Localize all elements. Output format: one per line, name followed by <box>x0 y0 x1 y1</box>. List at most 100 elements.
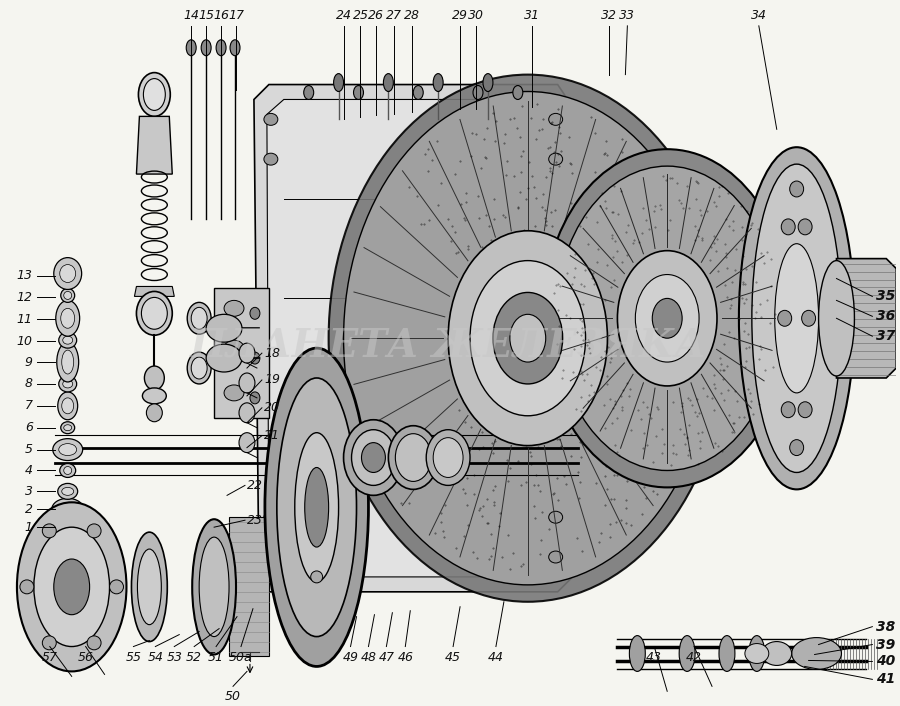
Ellipse shape <box>239 343 255 363</box>
Ellipse shape <box>778 311 792 326</box>
Ellipse shape <box>60 421 75 433</box>
Text: 50: 50 <box>225 690 241 703</box>
Ellipse shape <box>62 398 74 414</box>
Text: 23: 23 <box>247 514 263 527</box>
Text: 50a: 50a <box>230 650 253 664</box>
Text: 55: 55 <box>125 650 141 664</box>
Ellipse shape <box>138 549 161 625</box>
Ellipse shape <box>143 78 166 110</box>
Ellipse shape <box>328 75 727 602</box>
Text: 19: 19 <box>264 373 280 386</box>
Ellipse shape <box>303 85 314 100</box>
Ellipse shape <box>199 537 229 637</box>
Text: 14: 14 <box>184 9 199 22</box>
Ellipse shape <box>781 219 796 235</box>
Polygon shape <box>254 85 572 592</box>
Text: 45: 45 <box>446 650 461 664</box>
Ellipse shape <box>58 443 76 455</box>
Text: 56: 56 <box>77 650 94 664</box>
Ellipse shape <box>52 498 84 520</box>
Ellipse shape <box>549 511 562 523</box>
Ellipse shape <box>635 275 699 362</box>
Ellipse shape <box>58 392 77 420</box>
Ellipse shape <box>549 114 562 126</box>
Ellipse shape <box>354 85 364 100</box>
Ellipse shape <box>473 85 483 100</box>
Ellipse shape <box>389 426 438 489</box>
Ellipse shape <box>239 373 255 393</box>
Ellipse shape <box>187 302 212 334</box>
Ellipse shape <box>433 73 443 92</box>
Ellipse shape <box>54 258 82 289</box>
Ellipse shape <box>186 40 196 56</box>
Ellipse shape <box>64 425 72 431</box>
Ellipse shape <box>798 219 812 235</box>
Polygon shape <box>137 116 172 174</box>
Text: 12: 12 <box>17 291 33 304</box>
Ellipse shape <box>629 635 645 671</box>
Ellipse shape <box>719 635 735 671</box>
Ellipse shape <box>34 527 110 647</box>
Ellipse shape <box>224 300 244 316</box>
Text: 6: 6 <box>25 421 33 434</box>
Polygon shape <box>229 517 269 657</box>
Text: 33: 33 <box>619 9 635 22</box>
Ellipse shape <box>739 148 854 489</box>
Text: 24: 24 <box>336 9 352 22</box>
Ellipse shape <box>216 40 226 56</box>
Text: 48: 48 <box>361 650 376 664</box>
Ellipse shape <box>53 438 83 460</box>
Text: 10: 10 <box>17 335 33 347</box>
Ellipse shape <box>59 265 76 282</box>
Ellipse shape <box>250 352 260 364</box>
Ellipse shape <box>141 297 167 329</box>
Text: 49: 49 <box>343 650 358 664</box>
Ellipse shape <box>264 114 278 126</box>
Ellipse shape <box>42 636 57 650</box>
Ellipse shape <box>798 402 812 418</box>
Ellipse shape <box>87 524 101 538</box>
Text: 54: 54 <box>148 650 164 664</box>
Ellipse shape <box>433 438 464 477</box>
Ellipse shape <box>58 333 76 348</box>
Ellipse shape <box>513 85 523 100</box>
Text: 5: 5 <box>25 443 33 456</box>
Ellipse shape <box>745 644 769 664</box>
Ellipse shape <box>427 430 470 486</box>
Ellipse shape <box>17 502 127 671</box>
Text: 22: 22 <box>247 479 263 492</box>
Text: 32: 32 <box>601 9 617 22</box>
Ellipse shape <box>493 292 562 384</box>
Ellipse shape <box>344 420 403 496</box>
Ellipse shape <box>59 464 76 477</box>
Ellipse shape <box>264 511 278 523</box>
Text: 57: 57 <box>41 650 58 664</box>
Text: 29: 29 <box>452 9 468 22</box>
Ellipse shape <box>60 309 75 328</box>
Text: 41: 41 <box>877 672 896 686</box>
Text: 1: 1 <box>25 521 33 534</box>
Ellipse shape <box>749 635 765 671</box>
Ellipse shape <box>310 571 323 583</box>
Text: 35: 35 <box>877 289 896 304</box>
Ellipse shape <box>775 244 819 393</box>
Text: 51: 51 <box>208 650 224 664</box>
Ellipse shape <box>224 385 244 401</box>
Text: 36: 36 <box>877 309 896 323</box>
Ellipse shape <box>802 311 815 326</box>
Ellipse shape <box>781 402 796 418</box>
Ellipse shape <box>752 164 842 472</box>
Text: 44: 44 <box>488 650 504 664</box>
Ellipse shape <box>617 251 717 386</box>
Ellipse shape <box>191 357 207 379</box>
Ellipse shape <box>224 340 244 356</box>
Ellipse shape <box>483 73 493 92</box>
Ellipse shape <box>549 153 562 165</box>
Ellipse shape <box>555 166 778 470</box>
Text: 46: 46 <box>397 650 413 664</box>
Ellipse shape <box>277 378 356 637</box>
Ellipse shape <box>187 352 212 384</box>
Text: 47: 47 <box>378 650 394 664</box>
Ellipse shape <box>680 635 695 671</box>
Ellipse shape <box>206 314 242 342</box>
